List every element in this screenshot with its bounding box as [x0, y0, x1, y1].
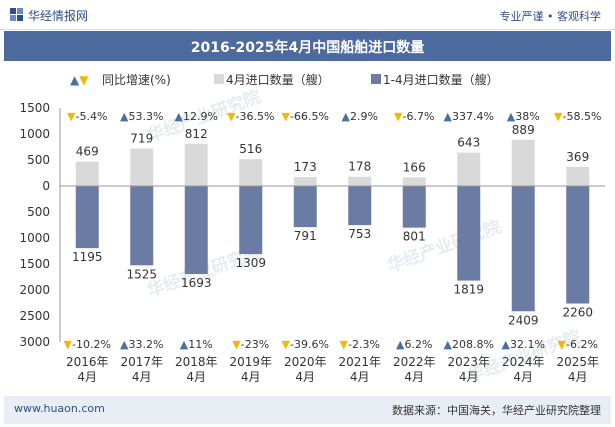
- y-tick-label: 500: [27, 153, 50, 167]
- x-tick-label: 2021年 4月: [338, 355, 381, 384]
- data-label-cumulative: 1693: [181, 276, 212, 290]
- legend-cumulative: 1-4月进口数量（艘）: [383, 72, 499, 87]
- growth-label-cumulative: ▲208.8%: [444, 338, 494, 351]
- bar-chart: 华经产业研究院华经产业研究院华经产业研究院华经产业研究院 ▲▼ 同比增速(%) …: [19, 72, 605, 387]
- top-bar: 华经情报网 专业严谨 • 客观科学: [0, 0, 615, 30]
- brand-name: 华经情报网: [28, 9, 89, 23]
- data-label-cumulative: 2260: [562, 306, 593, 320]
- data-label-april: 173: [294, 160, 317, 174]
- x-tick-label: 2016年 4月: [66, 355, 109, 384]
- bar-cumulative: [566, 186, 590, 304]
- data-label-cumulative: 1525: [126, 267, 157, 281]
- bar-april: [239, 159, 263, 186]
- bar-april: [566, 166, 590, 186]
- bar-april: [75, 161, 99, 186]
- data-label-cumulative: 1309: [235, 256, 266, 270]
- x-tick-label: 2018年 4月: [175, 355, 218, 384]
- data-label-april: 812: [185, 127, 208, 141]
- chart-title: 2016-2025年4月中国船舶进口数量: [190, 40, 425, 56]
- y-tick-label: 500: [27, 205, 50, 219]
- x-tick-label: 2025年 4月: [556, 355, 599, 384]
- growth-label-april: ▼-36.5%: [227, 110, 274, 123]
- data-label-cumulative: 791: [294, 229, 317, 243]
- data-label-april: 889: [512, 123, 535, 137]
- data-label-april: 516: [239, 142, 262, 156]
- x-tick-label: 2022年 4月: [393, 355, 436, 384]
- bar-april: [402, 177, 426, 186]
- bar-april: [348, 176, 372, 186]
- bar-cumulative: [457, 186, 481, 281]
- legend-april-swatch: [214, 74, 224, 84]
- bar-april: [293, 177, 317, 186]
- bar-cumulative: [511, 186, 535, 312]
- x-tick-label: 2019年 4月: [229, 355, 272, 384]
- watermark-text: 华经产业研究院: [385, 216, 504, 276]
- slogan: 专业严谨 • 客观科学: [499, 10, 601, 23]
- growth-label-april: ▼-58.5%: [554, 110, 601, 123]
- bar-cumulative: [348, 186, 372, 226]
- bar-cumulative: [184, 186, 208, 275]
- growth-label-cumulative: ▼-23%: [232, 338, 269, 351]
- y-tick-label: 2500: [19, 309, 50, 323]
- y-tick-label: 0: [42, 179, 50, 193]
- growth-label-cumulative: ▼-10.2%: [64, 338, 111, 351]
- growth-label-april: ▼-66.5%: [282, 110, 329, 123]
- website-link[interactable]: www.huaon.com: [14, 402, 105, 415]
- data-label-april: 178: [348, 160, 371, 174]
- growth-label-cumulative: ▲32.1%: [502, 338, 545, 351]
- bar-cumulative: [130, 186, 154, 266]
- growth-label-cumulative: ▼-39.6%: [282, 338, 329, 351]
- growth-label-april: ▼-5.4%: [67, 110, 107, 123]
- data-label-cumulative: 1195: [72, 250, 103, 264]
- growth-label-april: ▼-6.7%: [394, 110, 434, 123]
- y-tick-label: 1500: [19, 101, 50, 115]
- data-label-april: 166: [403, 160, 426, 174]
- growth-label-april: ▲38%: [507, 110, 540, 123]
- data-label-april: 719: [130, 132, 153, 146]
- bar-april: [511, 139, 535, 186]
- legend-cumulative-swatch: [371, 74, 381, 84]
- data-label-cumulative: 801: [403, 230, 426, 244]
- legend-growth-markers: ▲▼: [70, 73, 89, 87]
- bar-april: [184, 143, 208, 186]
- huajing-logo-icon: [10, 8, 23, 21]
- footer-bar: www.huaon.com 数据来源：中国海关，华经产业研究院整理: [4, 396, 611, 424]
- x-tick-label: 2023年 4月: [447, 355, 490, 384]
- y-tick-label: 1000: [19, 231, 50, 245]
- chart-legend: ▲▼ 同比增速(%) 4月进口数量（艘） 1-4月进口数量（艘）: [70, 72, 499, 87]
- x-tick-label: 2024年 4月: [502, 355, 545, 384]
- y-tick-label: 2000: [19, 283, 50, 297]
- data-label-cumulative: 1819: [453, 283, 484, 297]
- data-source: 数据来源：中国海关，华经产业研究院整理: [392, 404, 601, 417]
- data-label-april: 643: [457, 136, 480, 150]
- growth-label-cumulative: ▼-6.2%: [558, 338, 598, 351]
- legend-growth: 同比增速(%): [102, 73, 171, 87]
- growth-label-april: ▲337.4%: [444, 110, 494, 123]
- growth-label-april: ▲53.3%: [120, 110, 163, 123]
- growth-label-cumulative: ▲6.2%: [396, 338, 432, 351]
- y-tick-label: 1000: [19, 127, 50, 141]
- growth-label-april: ▲12.9%: [175, 110, 218, 123]
- growth-label-cumulative: ▲11%: [180, 338, 213, 351]
- growth-label-cumulative: ▼-2.3%: [340, 338, 380, 351]
- y-tick-label: 1500: [19, 257, 50, 271]
- y-tick-label: 3000: [19, 335, 50, 349]
- bar-cumulative: [402, 186, 426, 228]
- bar-cumulative: [75, 186, 99, 249]
- growth-label-april: ▲2.9%: [342, 110, 378, 123]
- bar-april: [130, 148, 154, 186]
- bar-cumulative: [293, 186, 317, 228]
- growth-label-cumulative: ▲33.2%: [120, 338, 163, 351]
- title-bar: 2016-2025年4月中国船舶进口数量: [4, 31, 611, 61]
- data-label-april: 369: [566, 150, 589, 164]
- bar-april: [457, 152, 481, 186]
- x-tick-label: 2017年 4月: [120, 355, 163, 384]
- data-label-cumulative: 753: [348, 227, 371, 241]
- data-label-april: 469: [76, 145, 99, 159]
- data-label-cumulative: 2409: [508, 313, 539, 327]
- bar-cumulative: [239, 186, 263, 255]
- x-tick-label: 2020年 4月: [284, 355, 327, 384]
- legend-april: 4月进口数量（艘）: [226, 72, 330, 87]
